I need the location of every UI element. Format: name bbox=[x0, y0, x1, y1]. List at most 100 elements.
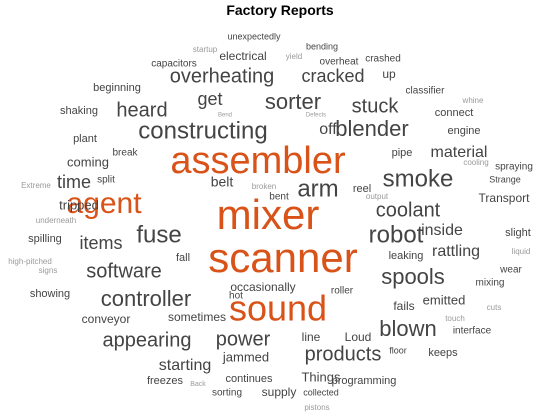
word-supply: supply bbox=[262, 385, 297, 399]
word-plant: plant bbox=[73, 133, 97, 145]
word-tripped: tripped bbox=[59, 197, 99, 212]
word-beginning: beginning bbox=[93, 82, 141, 94]
word-sorter: sorter bbox=[265, 89, 321, 114]
word-overheat: overheat bbox=[320, 57, 359, 68]
word-hot: hot bbox=[229, 291, 243, 302]
word-spraying: spraying bbox=[495, 162, 533, 173]
word-pistons: pistons bbox=[304, 403, 329, 412]
word-bend: Bend bbox=[218, 113, 232, 119]
word-arm: arm bbox=[297, 175, 338, 202]
word-continues: continues bbox=[225, 373, 273, 385]
word-defects: Defects bbox=[306, 113, 326, 119]
word-coolant: coolant bbox=[376, 199, 441, 221]
word-things: Things bbox=[301, 369, 341, 384]
word-belt: belt bbox=[211, 174, 234, 190]
word-floor: floor bbox=[389, 345, 407, 355]
word-appearing: appearing bbox=[103, 329, 192, 351]
word-touch: touch bbox=[445, 314, 465, 323]
word-blender: blender bbox=[335, 116, 408, 141]
word-software: software bbox=[86, 260, 162, 282]
word-whine: whine bbox=[462, 96, 484, 105]
word-spilling: spilling bbox=[28, 233, 62, 245]
word-robot: robot bbox=[369, 221, 424, 248]
word-mixer: mixer bbox=[217, 191, 320, 238]
word-fails: fails bbox=[393, 299, 414, 313]
word-controller: controller bbox=[101, 286, 191, 311]
word-overheating: overheating bbox=[170, 65, 275, 87]
word-sorting: sorting bbox=[212, 388, 242, 399]
word-rattling: rattling bbox=[432, 243, 480, 260]
word-broken: broken bbox=[252, 182, 276, 191]
word-yield: yield bbox=[286, 52, 302, 61]
word-shaking: shaking bbox=[60, 105, 98, 117]
word-pipe: pipe bbox=[392, 147, 413, 159]
word-cracked: cracked bbox=[301, 66, 364, 86]
word-blown: blown bbox=[379, 316, 436, 341]
word-slight: slight bbox=[505, 227, 531, 239]
word-sound: sound bbox=[229, 288, 327, 329]
word-material: material bbox=[431, 144, 488, 161]
word-output: output bbox=[366, 192, 389, 201]
word-connect: connect bbox=[435, 107, 474, 119]
word-loud: Loud bbox=[345, 330, 372, 344]
word-fuse: fuse bbox=[136, 221, 181, 248]
word-spools: spools bbox=[381, 264, 445, 289]
word-agent: agent bbox=[66, 187, 142, 220]
word-items: items bbox=[79, 233, 122, 253]
word-smoke: smoke bbox=[383, 165, 454, 192]
word-reel: reel bbox=[353, 183, 371, 195]
word-electrical: electrical bbox=[219, 49, 266, 63]
word-assembler: assembler bbox=[170, 140, 346, 182]
chart-title: Factory Reports bbox=[226, 2, 334, 18]
word-get: get bbox=[197, 89, 222, 109]
word-unexpectedly: unexpectedly bbox=[227, 31, 281, 41]
word-high-pitched: high-pitched bbox=[8, 257, 52, 266]
word-strange: Strange bbox=[489, 174, 521, 184]
word-bent: bent bbox=[269, 192, 289, 203]
word-conveyor: conveyor bbox=[82, 312, 131, 326]
word-underneath: underneath bbox=[36, 216, 76, 225]
word-starting: starting bbox=[159, 357, 211, 374]
word-freezes: freezes bbox=[147, 375, 184, 387]
word-classifier: classifier bbox=[406, 86, 446, 97]
word-heard: heard bbox=[116, 99, 167, 121]
word-collected: collected bbox=[303, 387, 339, 397]
word-break: break bbox=[112, 148, 138, 159]
word-bending: bending bbox=[306, 41, 338, 51]
word-transport: Transport bbox=[479, 191, 531, 205]
word-constructing: constructing bbox=[138, 117, 267, 144]
word-roller: roller bbox=[331, 286, 354, 297]
word-keeps: keeps bbox=[428, 347, 458, 359]
word-power: power bbox=[216, 328, 271, 350]
word-up: up bbox=[382, 67, 396, 81]
word-emitted: emitted bbox=[423, 292, 466, 307]
word-occasionally: occasionally bbox=[230, 280, 295, 294]
word-showing: showing bbox=[30, 288, 70, 300]
word-signs: signs bbox=[39, 266, 58, 275]
word-split: split bbox=[97, 175, 115, 186]
word-coming: coming bbox=[67, 154, 109, 169]
word-stuck: stuck bbox=[352, 95, 400, 117]
word-capacitors: capacitors bbox=[151, 59, 197, 70]
word-leaking: leaking bbox=[389, 250, 424, 262]
word-time: time bbox=[57, 172, 91, 192]
word-fall: fall bbox=[176, 252, 190, 264]
word-extreme: Extreme bbox=[21, 181, 51, 190]
word-sometimes: sometimes bbox=[168, 310, 226, 324]
word-jammed: jammed bbox=[222, 349, 269, 364]
word-interface: interface bbox=[453, 326, 492, 337]
word-liquid: liquid bbox=[512, 247, 531, 256]
word-cooling: cooling bbox=[463, 158, 488, 167]
word-off: off bbox=[319, 121, 337, 138]
word-engine: engine bbox=[447, 125, 480, 137]
word-programming: programming bbox=[332, 375, 397, 387]
word-wear: wear bbox=[499, 265, 522, 276]
word-cuts: cuts bbox=[487, 303, 502, 312]
word-inside: inside bbox=[421, 222, 463, 239]
word-crashed: crashed bbox=[365, 54, 401, 65]
word-back: Back bbox=[190, 381, 206, 388]
word-mixing: mixing bbox=[476, 278, 505, 289]
word-products: products bbox=[305, 343, 382, 365]
word-startup: startup bbox=[193, 45, 218, 54]
